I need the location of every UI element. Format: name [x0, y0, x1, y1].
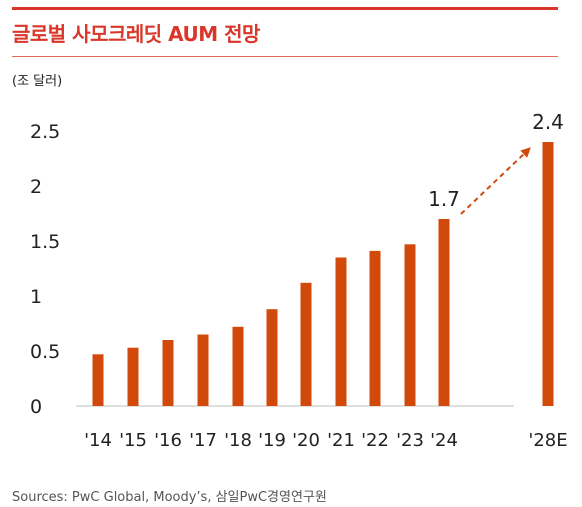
y-tick-label: 1: [30, 286, 42, 308]
bar: [300, 282, 312, 406]
x-tick-label: '20: [292, 430, 320, 451]
x-tick-label: '19: [258, 430, 286, 451]
y-tick-label: 2: [30, 176, 42, 198]
bar: [92, 354, 104, 406]
x-tick-label: '16: [154, 430, 182, 451]
bar: [542, 142, 554, 406]
y-tick-label: 0: [30, 396, 42, 418]
unit-label: (조 달러): [12, 74, 63, 89]
bar: [266, 309, 278, 406]
chart-title: 글로벌 사모크레딧 AUM 전망: [12, 22, 260, 46]
x-tick-label: '14: [84, 430, 112, 451]
bar: [162, 340, 174, 406]
bar: [232, 326, 244, 406]
x-tick-label: '23: [396, 430, 424, 451]
x-tick-label: '17: [189, 430, 217, 451]
y-tick-label: 1.5: [30, 231, 60, 253]
bar: [197, 334, 209, 406]
y-tick-label: 2.5: [30, 121, 60, 143]
x-tick-label: '28E: [528, 430, 567, 451]
top-rule: [12, 7, 558, 10]
x-tick-label: '24: [430, 430, 458, 451]
title-divider: [12, 56, 558, 57]
bar: [335, 257, 347, 406]
bar: [404, 244, 416, 406]
trend-arrow: [460, 147, 531, 215]
x-tick-label: '18: [224, 430, 252, 451]
data-label: 1.7: [428, 187, 460, 211]
bar: [438, 219, 450, 406]
bar: [127, 347, 139, 406]
source-note: Sources: PwC Global, Moody’s, 삼일PwC경영연구원: [12, 490, 327, 505]
x-tick-label: '15: [119, 430, 147, 451]
y-tick-label: 0.5: [30, 341, 60, 363]
data-label: 2.4: [532, 110, 564, 134]
x-tick-label: '21: [327, 430, 355, 451]
bar: [369, 250, 381, 406]
x-tick-label: '22: [361, 430, 389, 451]
